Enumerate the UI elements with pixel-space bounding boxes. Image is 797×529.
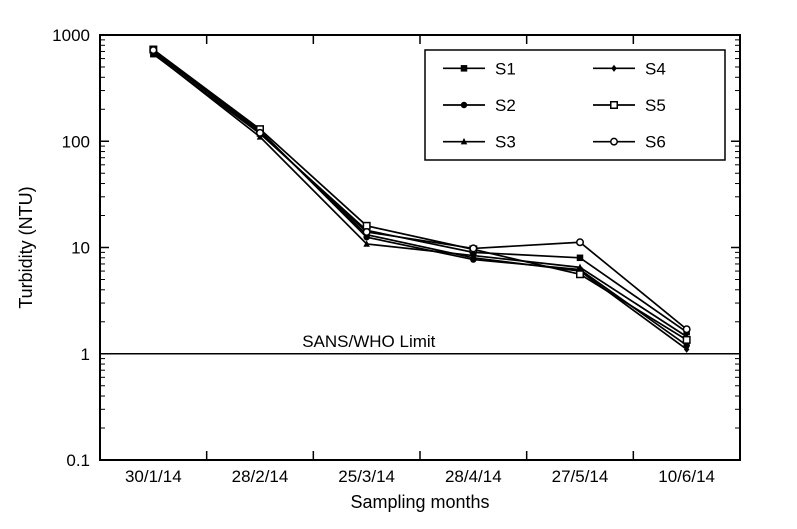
x-tick-label: 28/2/14	[232, 467, 289, 486]
svg-text:1: 1	[81, 345, 90, 364]
who-limit-label: SANS/WHO Limit	[302, 332, 435, 351]
svg-text:1000: 1000	[52, 26, 90, 45]
marker-S1	[577, 255, 584, 262]
marker-S6	[470, 245, 477, 252]
x-tick-label: 27/5/14	[552, 467, 609, 486]
marker-S6	[257, 130, 264, 137]
legend-marker-S1	[461, 65, 468, 72]
x-tick-label: 28/4/14	[445, 467, 502, 486]
x-axis-label: Sampling months	[350, 492, 489, 512]
marker-S6	[577, 239, 584, 246]
legend-label: S5	[645, 96, 666, 115]
svg-text:100: 100	[62, 132, 90, 151]
marker-S5	[683, 337, 690, 344]
svg-text:10: 10	[71, 239, 90, 258]
legend-label: S4	[645, 59, 666, 78]
x-tick-label: 10/6/14	[658, 467, 715, 486]
legend-marker-S6	[611, 138, 618, 145]
turbidity-chart: 0.1 1 10 100 1000 30/1/14 28/2/14 25/3/14 28/4/1…	[0, 0, 797, 529]
legend-label: S2	[495, 96, 516, 115]
legend-marker-S5	[611, 102, 618, 109]
y-axis-label: Turbidity (NTU)	[16, 186, 36, 308]
marker-S6	[150, 47, 157, 54]
x-tick-label: 25/3/14	[338, 467, 395, 486]
marker-S6	[683, 326, 690, 333]
marker-S6	[363, 229, 370, 236]
marker-S5	[577, 271, 584, 278]
svg-text:0.1: 0.1	[66, 451, 90, 470]
x-tick-label: 30/1/14	[125, 467, 182, 486]
legend-marker-S2	[461, 102, 468, 109]
legend-label: S1	[495, 59, 516, 78]
legend-label: S3	[495, 133, 516, 152]
legend-label: S6	[645, 133, 666, 152]
